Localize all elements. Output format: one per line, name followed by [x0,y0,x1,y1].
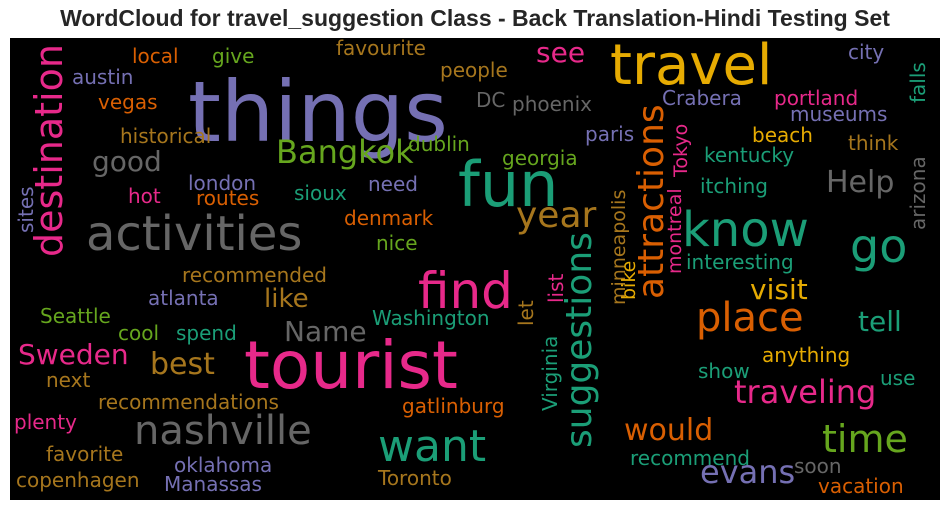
word-year: year [516,195,597,236]
word-show: show [698,359,750,383]
word-like: like [264,284,309,314]
word-tourist: tourist [244,327,458,404]
word-next: next [46,368,91,392]
word-copenhagen: copenhagen [16,468,140,492]
word-want: want [378,421,487,472]
word-nashville: nashville [134,408,312,454]
word-seattle: Seattle [40,304,111,328]
word-think: think [848,131,899,155]
word-vacation: vacation [818,474,904,498]
word-historical: historical [120,124,212,148]
word-local: local [132,44,179,68]
word-tokyo: Tokyo [670,123,692,177]
word-phoenix: phoenix [512,92,592,116]
word-travel: travel [610,38,773,98]
word-tell: tell [858,305,902,338]
word-virginia: Virginia [538,335,562,411]
word-cool: cool [118,321,160,345]
word-austin: austin [72,65,134,89]
word-itching: itching [700,174,768,198]
word-best: best [150,347,215,382]
word-georgia: georgia [502,146,578,170]
word-anything: anything [762,343,851,367]
word-evans: evans [700,453,796,491]
chart-title: WordCloud for travel_suggestion Class - … [60,5,890,31]
word-fun: fun [458,148,559,221]
word-need: need [368,172,418,196]
word-activities: activities [86,206,303,262]
word-nice: nice [376,231,418,255]
word-time: time [822,417,908,461]
word-denmark: denmark [344,206,434,230]
word-oklahoma: oklahoma [174,453,273,477]
word-name: Name [284,315,367,348]
word-sioux: sioux [294,181,347,205]
word-arizona: arizona [906,156,930,230]
word-spend: spend [176,321,237,345]
word-falls: falls [906,62,930,103]
word-london: london [188,171,257,195]
word-give: give [212,44,255,68]
word-interesting: interesting [686,250,794,274]
word-routes: routes [196,186,260,210]
word-dublin: dublin [408,132,470,156]
word-use: use [880,366,916,390]
word-would: would [624,413,714,448]
word-suggestions: suggestions [559,232,600,448]
word-sweden: Sweden [18,338,129,371]
word-kentucky: kentucky [704,143,795,167]
word-manassas: Manassas [164,472,262,496]
word-know: know [682,202,809,258]
word-bangkok: Bangkok [276,133,414,171]
word-people: people [440,58,508,82]
word-favorite: favorite [46,442,124,466]
word-things: things [188,63,448,161]
word-gatlinburg: gatlinburg [402,394,505,418]
word-good: good [92,145,162,178]
word-see: see [536,38,586,69]
word-atlanta: atlanta [148,286,219,310]
word-plenty: plenty [14,410,77,434]
word-help: Help [826,165,895,200]
word-dc: DC [476,88,506,112]
word-go: go [850,219,908,273]
word-recommended: recommended [182,263,327,287]
word-beach: beach [752,123,813,147]
word-cloud: things tourist travel fun activities find know… [10,38,940,500]
word-let: let [514,300,538,326]
word-list: list [544,273,568,303]
word-bike: bike [618,260,640,300]
word-traveling: traveling [734,373,877,411]
word-portland: portland [774,86,859,110]
word-find: find [418,262,513,320]
word-hot: hot [128,184,161,208]
word-washington: Washington [372,306,490,330]
word-city: city [848,40,885,64]
word-paris: paris [585,122,635,146]
word-recommendations: recommendations [98,390,279,414]
word-recommend: recommend [630,446,750,470]
word-visit: visit [750,273,808,306]
word-vegas: vegas [98,90,158,114]
word-sites: sites [14,186,38,233]
word-museums: museums [790,102,888,126]
word-soon: soon [794,454,842,478]
word-toronto: Toronto [378,466,452,490]
word-place: place [696,295,804,341]
word-crabera: Crabera [662,86,742,110]
word-favourite: favourite [336,38,426,60]
word-montreal: montreal [664,188,686,274]
